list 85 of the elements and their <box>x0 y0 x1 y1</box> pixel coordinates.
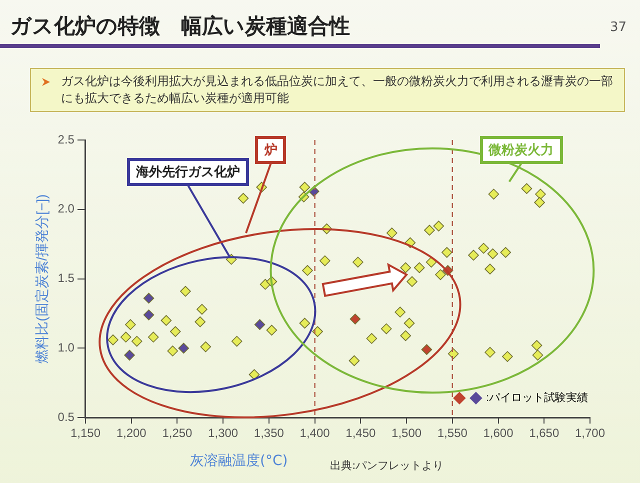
point <box>424 224 435 236</box>
point <box>414 262 425 274</box>
point <box>478 242 489 254</box>
point <box>484 264 496 274</box>
point <box>484 346 496 358</box>
point <box>468 250 479 261</box>
point <box>194 316 206 328</box>
point <box>167 346 178 356</box>
point <box>400 262 412 274</box>
x-tick-label: 1,300 <box>208 426 238 440</box>
point <box>160 315 172 326</box>
point <box>487 248 498 260</box>
point <box>406 276 418 287</box>
point <box>124 350 135 361</box>
point <box>502 351 513 362</box>
annotation: 微粉炭火力 <box>480 136 563 164</box>
x-tick-label: 1,700 <box>574 426 606 440</box>
point <box>178 342 190 354</box>
point <box>435 269 446 280</box>
y-tick-label: 0.5 <box>58 410 75 424</box>
x-tick-label: 1,350 <box>254 426 284 440</box>
point <box>108 334 118 346</box>
point <box>131 336 142 347</box>
point <box>299 318 310 329</box>
point <box>404 318 415 329</box>
point <box>320 255 330 266</box>
point <box>266 324 278 336</box>
point <box>238 192 249 204</box>
point <box>535 188 546 200</box>
point <box>299 182 310 193</box>
point <box>531 340 542 351</box>
x-axis-title: 灰溶融温度(°C) <box>190 452 288 470</box>
y-tick-label: 2.0 <box>58 202 75 216</box>
y-tick-label: 2.5 <box>58 132 75 146</box>
point <box>200 341 212 352</box>
point <box>386 228 398 238</box>
x-tick-label: 1,150 <box>70 426 101 440</box>
point <box>380 323 392 334</box>
legend-label: :パイロット試験実績 <box>486 391 588 404</box>
point <box>433 220 444 232</box>
point <box>352 256 364 268</box>
x-tick-label: 1,400 <box>300 426 330 440</box>
point <box>500 247 512 258</box>
point <box>442 247 452 258</box>
point <box>302 265 313 276</box>
point <box>248 369 260 380</box>
x-tick-label: 1,600 <box>483 426 514 440</box>
y-tick-label: 1.0 <box>58 340 75 355</box>
x-tick-label: 1,500 <box>392 426 422 440</box>
point <box>488 188 500 200</box>
point <box>148 332 159 342</box>
annotation: 炉 <box>255 136 286 164</box>
point <box>448 348 459 360</box>
chart-title: ガス化炉の特徴 幅広い炭種適合性 <box>10 13 350 40</box>
point <box>534 197 545 208</box>
annotation: 海外先行ガス化炉 <box>127 158 250 186</box>
point <box>120 332 132 342</box>
point <box>125 319 136 330</box>
point <box>254 319 266 330</box>
point <box>180 286 191 297</box>
x-tick-label: 1,450 <box>346 426 376 440</box>
x-tick-label: 1,250 <box>162 426 193 440</box>
x-tick-label: 1,200 <box>116 426 147 440</box>
point <box>521 183 532 194</box>
point <box>350 314 361 324</box>
point <box>426 256 437 268</box>
point <box>260 278 271 290</box>
chart-subtitle: ガス化炉は今後利用拡大が見込まれる低品位炭に加えて、一般の微粉炭火力で利用される瀝青炭の一部にも拡大できるため幅広い炭種が適用可能 <box>61 74 613 105</box>
y-axis-title: 燃料比(固定炭素/揮発分[−]) <box>33 194 50 364</box>
text: 37 <box>610 20 627 35</box>
point <box>394 306 406 318</box>
point <box>196 304 208 315</box>
point <box>532 350 544 361</box>
x-tick-label: 1,650 <box>529 426 560 440</box>
point <box>421 344 432 355</box>
point <box>400 330 412 342</box>
source-note: 出典:パンフレットより <box>330 458 444 473</box>
point <box>143 309 154 320</box>
point <box>170 326 181 337</box>
point <box>231 336 242 347</box>
y-tick-label: 1.5 <box>58 271 75 286</box>
point <box>366 333 378 344</box>
x-tick-label: 1,550 <box>437 426 468 440</box>
point <box>348 355 360 366</box>
point <box>143 292 154 304</box>
